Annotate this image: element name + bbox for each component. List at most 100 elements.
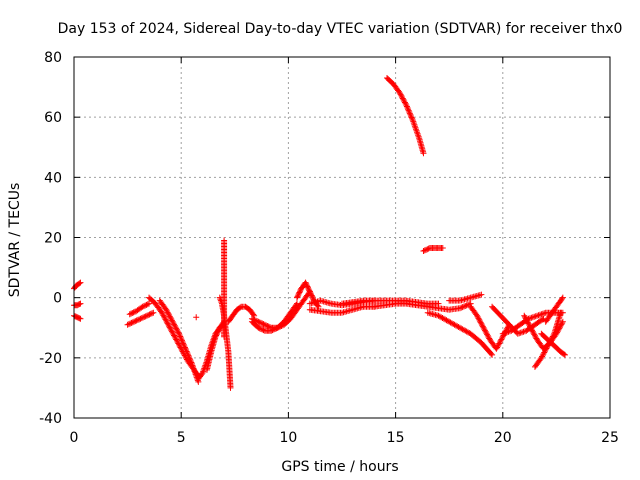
- data-point: [77, 279, 84, 286]
- data-point: [162, 316, 169, 323]
- data-point: [525, 320, 532, 327]
- data-point: [538, 354, 545, 361]
- data-point: [521, 328, 528, 335]
- data-point: [263, 322, 270, 329]
- data-point: [176, 332, 183, 339]
- data-point: [497, 337, 504, 344]
- data-point: [489, 351, 496, 358]
- data-point: [180, 341, 187, 348]
- data-point: [305, 286, 312, 293]
- data-point: [456, 305, 463, 312]
- data-point: [144, 301, 151, 308]
- data-point: [536, 311, 543, 318]
- series-arc-4: [124, 309, 157, 328]
- data-point: [439, 245, 446, 252]
- data-point: [404, 104, 411, 111]
- data-point: [173, 336, 180, 343]
- data-point: [178, 336, 185, 343]
- data-point: [401, 99, 408, 106]
- data-point: [142, 313, 149, 320]
- data-point: [76, 301, 83, 308]
- data-point: [272, 325, 279, 332]
- series-arc-24: [384, 75, 427, 157]
- data-point: [217, 297, 224, 304]
- series-arc-19: [339, 297, 442, 307]
- data-point: [295, 292, 302, 299]
- data-point: [179, 338, 186, 345]
- data-point: [406, 110, 413, 117]
- data-point: [549, 334, 556, 341]
- x-tick-label: 15: [387, 430, 405, 446]
- data-point: [131, 318, 138, 325]
- data-point: [476, 316, 483, 323]
- data-point: [171, 332, 178, 339]
- data-point: [407, 111, 414, 118]
- data-point: [542, 346, 549, 353]
- data-point: [504, 329, 511, 336]
- data-point: [521, 314, 528, 321]
- data-point: [541, 348, 548, 355]
- series-arc-18: [306, 303, 378, 316]
- data-point: [559, 294, 566, 301]
- x-tick-label: 10: [279, 430, 297, 446]
- data-point: [125, 321, 132, 328]
- data-point: [257, 325, 264, 332]
- data-point: [305, 284, 312, 291]
- data-point: [523, 316, 530, 323]
- data-point: [406, 108, 413, 115]
- data-point: [531, 313, 538, 320]
- data-point: [520, 328, 527, 335]
- data-point: [541, 310, 548, 317]
- data-point: [526, 322, 533, 329]
- x-tick-label: 0: [70, 430, 79, 446]
- data-point: [534, 312, 541, 319]
- data-point: [475, 315, 482, 322]
- data-point: [126, 311, 133, 318]
- data-point: [129, 319, 136, 326]
- x-tick-label: 20: [494, 430, 512, 446]
- data-point: [397, 91, 404, 98]
- data-point: [296, 289, 303, 296]
- data-point: [531, 332, 538, 339]
- data-point: [129, 310, 136, 317]
- data-point: [183, 348, 190, 355]
- data-point: [303, 282, 310, 289]
- data-point: [494, 344, 501, 351]
- data-point: [524, 318, 531, 325]
- data-point: [293, 294, 300, 301]
- data-point: [309, 293, 316, 300]
- data-point: [304, 283, 311, 290]
- data-point: [405, 107, 412, 114]
- data-point: [544, 342, 551, 349]
- data-point: [529, 327, 536, 334]
- data-point: [260, 321, 267, 328]
- data-point: [519, 329, 526, 336]
- data-point: [173, 326, 180, 333]
- series-arc-22: [446, 291, 485, 304]
- data-point: [403, 102, 410, 109]
- data-point: [138, 315, 145, 322]
- data-point: [496, 339, 503, 346]
- series-arc-15: [248, 300, 300, 334]
- data-point: [294, 293, 301, 300]
- data-point: [215, 327, 222, 334]
- data-point: [478, 320, 485, 327]
- data-point: [161, 313, 168, 320]
- data-point: [147, 310, 154, 317]
- data-point: [539, 316, 546, 323]
- data-point: [482, 328, 489, 335]
- series-arc-9: [203, 318, 228, 373]
- y-tick-label: -40: [39, 411, 62, 427]
- data-point: [133, 317, 140, 324]
- data-point: [136, 316, 143, 323]
- x-tick-label: 25: [601, 430, 619, 446]
- data-point: [181, 343, 188, 350]
- data-point: [535, 312, 542, 319]
- data-point: [549, 333, 556, 340]
- data-point: [493, 345, 500, 352]
- data-point: [405, 106, 412, 113]
- data-point: [399, 94, 406, 101]
- data-point: [172, 324, 179, 331]
- data-point: [166, 313, 173, 320]
- data-point: [532, 313, 539, 320]
